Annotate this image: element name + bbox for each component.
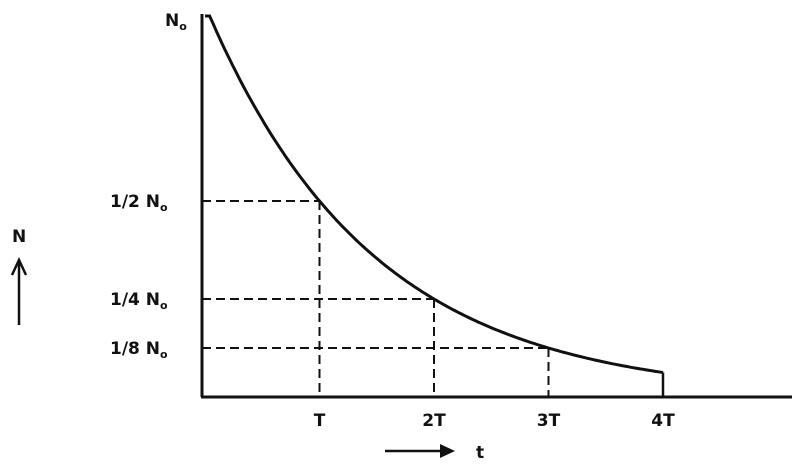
x-axis-label-text: t <box>476 443 484 463</box>
x-tick-label: 3T <box>537 411 561 431</box>
up-arrow-icon <box>10 257 28 325</box>
y-axis-label-text: N <box>12 227 26 247</box>
y-tick-label: 1/2 No <box>110 192 168 214</box>
y-axis-label: N <box>10 227 28 325</box>
x-tick-label: 2T <box>422 411 446 431</box>
x-tick-label: T <box>314 411 326 431</box>
decay-curve <box>205 14 664 374</box>
x-tick-label: 4T <box>651 411 675 431</box>
y-tick-label: 1/4 No <box>110 290 168 312</box>
y-tick-label: No <box>165 11 187 33</box>
right-arrow-icon <box>385 444 455 458</box>
x-axis-label: t <box>385 443 484 463</box>
y-tick-label: 1/8 No <box>110 339 168 361</box>
